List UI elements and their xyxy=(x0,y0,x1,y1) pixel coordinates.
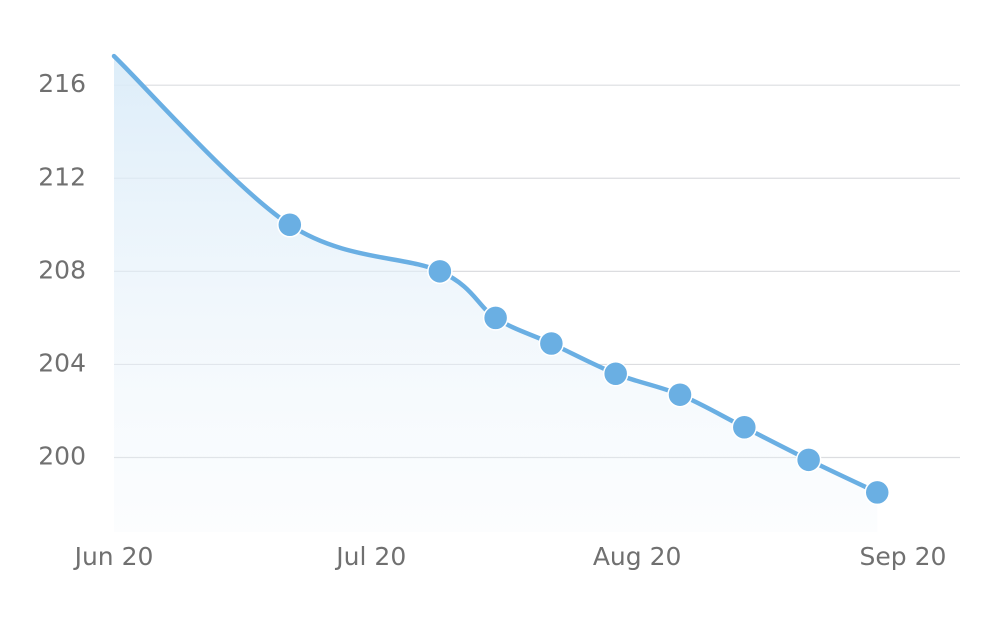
x-tick-label: Sep 20 xyxy=(860,542,947,571)
point xyxy=(864,479,890,506)
y-tick-label: 208 xyxy=(38,255,86,284)
point xyxy=(602,360,629,387)
point xyxy=(667,381,693,408)
point xyxy=(277,212,303,238)
y-tick-label: 204 xyxy=(38,348,86,377)
point xyxy=(795,447,822,473)
y-tick-label: 200 xyxy=(38,442,86,471)
x-tick-label: Aug 20 xyxy=(593,542,682,571)
x-tick-label: Jul 20 xyxy=(334,542,406,571)
area xyxy=(114,56,878,533)
y-tick-label: 212 xyxy=(38,162,86,191)
point xyxy=(482,305,509,331)
point xyxy=(427,258,453,285)
point xyxy=(731,414,758,441)
y-tick-label: 216 xyxy=(38,69,86,98)
point xyxy=(538,330,565,357)
x-tick-label: Jun 20 xyxy=(73,542,154,571)
